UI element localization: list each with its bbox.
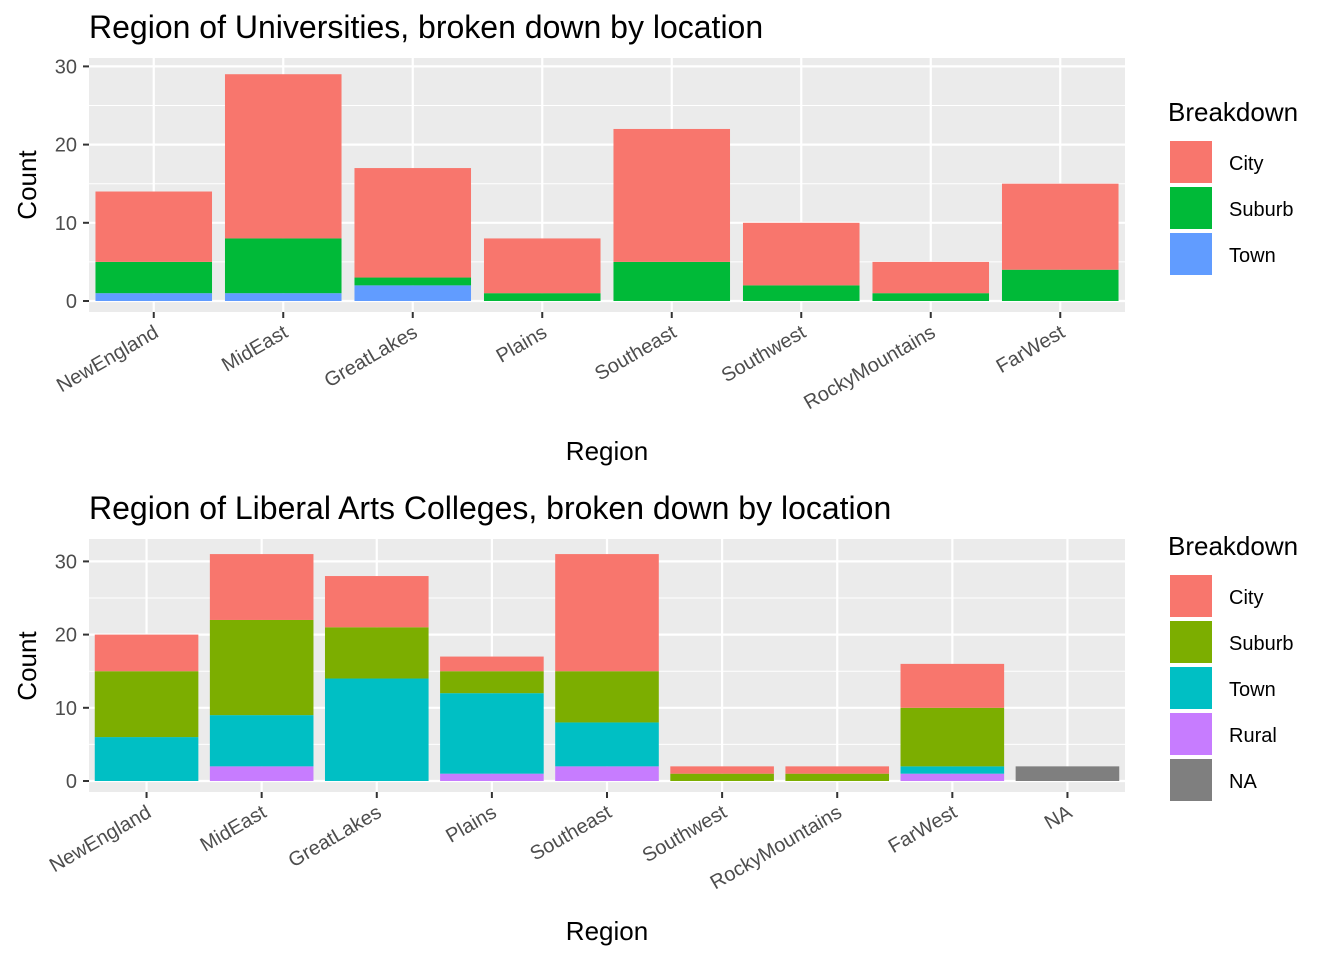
bar-segment-city-mideast [209,554,314,620]
x-tick-label: GreatLakes [285,801,386,872]
bar-segment-city-southeast [613,128,731,262]
bar-segment-city-farwest [900,663,1005,708]
legend-key [1170,233,1212,275]
x-tick-label: Plains [442,801,500,847]
legend-key [1170,621,1212,663]
bar-segment-suburb-rockymountains [785,773,890,781]
bar-segment-town-mideast [209,715,314,767]
legend-key [1170,575,1212,617]
bar-segment-rural-southeast [555,766,659,781]
x-tick-label: MidEast [197,801,271,856]
bar-segment-suburb-plains [483,293,601,301]
bar-segment-city-farwest [1001,183,1119,270]
bar-segment-rural-farwest [900,773,1005,781]
x-tick-label: RockyMountains [800,321,939,414]
legend-key [1170,141,1212,183]
bar-segment-city-greatlakes [324,576,429,628]
universities-chart: Region of Universities, broken down by l… [12,9,1298,466]
bar-segment-city-rockymountains [785,766,890,774]
x-tick-label: Plains [493,321,551,367]
legend: Breakdown City Suburb Town [1168,97,1298,275]
bar-segment-suburb-newengland [95,261,213,294]
bar-segment-town-mideast [224,293,342,301]
bar-segment-city-southwest [670,766,774,774]
legend-key [1170,187,1212,229]
bar-segment-town-newengland [94,737,199,781]
bar-segment-suburb-mideast [209,619,314,716]
bar-segment-town-greatlakes [324,678,429,781]
bar-segment-town-greatlakes [354,285,472,301]
bar-segment-city-newengland [95,191,213,262]
legend-label: City [1229,587,1263,609]
bar-segment-city-rockymountains [872,261,990,294]
legend-label: Town [1229,679,1276,701]
x-tick-label: GreatLakes [321,321,422,392]
bar-segment-city-plains [440,656,544,672]
bar-segment-suburb-southeast [555,671,659,723]
bar-segment-town-newengland [95,293,213,301]
y-tick-label: 20 [55,135,77,157]
bar-segment-suburb-southwest [670,773,774,781]
bar-segment-suburb-southeast [613,261,731,301]
bar-segment-suburb-greatlakes [324,627,429,679]
chart-title: Region of Liberal Arts Colleges, broken … [89,490,891,526]
y-tick-label: 20 [55,625,77,647]
y-tick-label: 30 [55,56,77,78]
y-axis-title: Count [12,150,42,220]
bar-segment-town-farwest [900,766,1005,774]
bar-segment-rural-plains [440,773,544,781]
legend: Breakdown City Suburb Town Rural NA [1168,531,1298,801]
legend-key [1170,713,1212,755]
bar-segment-rural-mideast [209,766,314,781]
legend-label: NA [1229,771,1257,793]
liberal-arts-chart: Region of Liberal Arts Colleges, broken … [12,490,1298,946]
x-tick-label: NA [1041,801,1077,834]
legend-key [1170,667,1212,709]
legend-label: Suburb [1229,199,1294,221]
y-tick-label: 0 [66,771,77,793]
legend-label: City [1229,153,1263,175]
x-tick-label: Southeast [526,801,615,865]
bar-segment-suburb-mideast [224,238,342,294]
x-tick-label: MidEast [218,321,292,376]
y-axis-title: Count [12,631,42,701]
bar-segment-city-plains [483,238,601,294]
x-tick-label: NewEngland [46,801,155,877]
x-tick-label: NewEngland [53,321,162,397]
legend-label: Town [1229,245,1276,267]
legend-title: Breakdown [1168,531,1298,561]
x-tick-label: FarWest [993,321,1070,378]
bar-segment-city-greatlakes [354,168,472,278]
bar-segment-na-na [1015,766,1120,781]
bar-segment-suburb-greatlakes [354,277,472,286]
chart-title: Region of Universities, broken down by l… [89,9,763,45]
y-tick-label: 10 [55,698,77,720]
y-tick-label: 0 [66,291,77,313]
x-tick-label: FarWest [885,801,962,858]
x-tick-label: Southwest [718,321,810,387]
bar-segment-suburb-plains [440,671,544,694]
bar-segment-suburb-newengland [94,671,199,738]
legend-key [1170,759,1212,801]
bar-segment-city-southeast [555,554,659,672]
legend-label: Rural [1229,725,1277,747]
bar-segment-city-southwest [742,222,860,286]
y-tick-label: 10 [55,213,77,235]
bar-segment-city-mideast [224,74,342,239]
bar-segment-city-newengland [94,634,199,672]
x-axis-title: Region [566,916,648,946]
bar-segment-town-plains [440,693,544,774]
x-tick-label: Southeast [591,321,680,385]
bar-segment-suburb-rockymountains [872,293,990,301]
x-tick-label: Southwest [639,801,731,867]
legend-label: Suburb [1229,633,1294,655]
bar-segment-town-southeast [555,722,659,767]
x-axis-title: Region [566,436,648,466]
legend-title: Breakdown [1168,97,1298,127]
bar-segment-suburb-farwest [1001,269,1119,301]
bar-segment-suburb-southwest [742,285,860,301]
y-tick-label: 30 [55,551,77,573]
bar-segment-suburb-farwest [900,707,1005,767]
